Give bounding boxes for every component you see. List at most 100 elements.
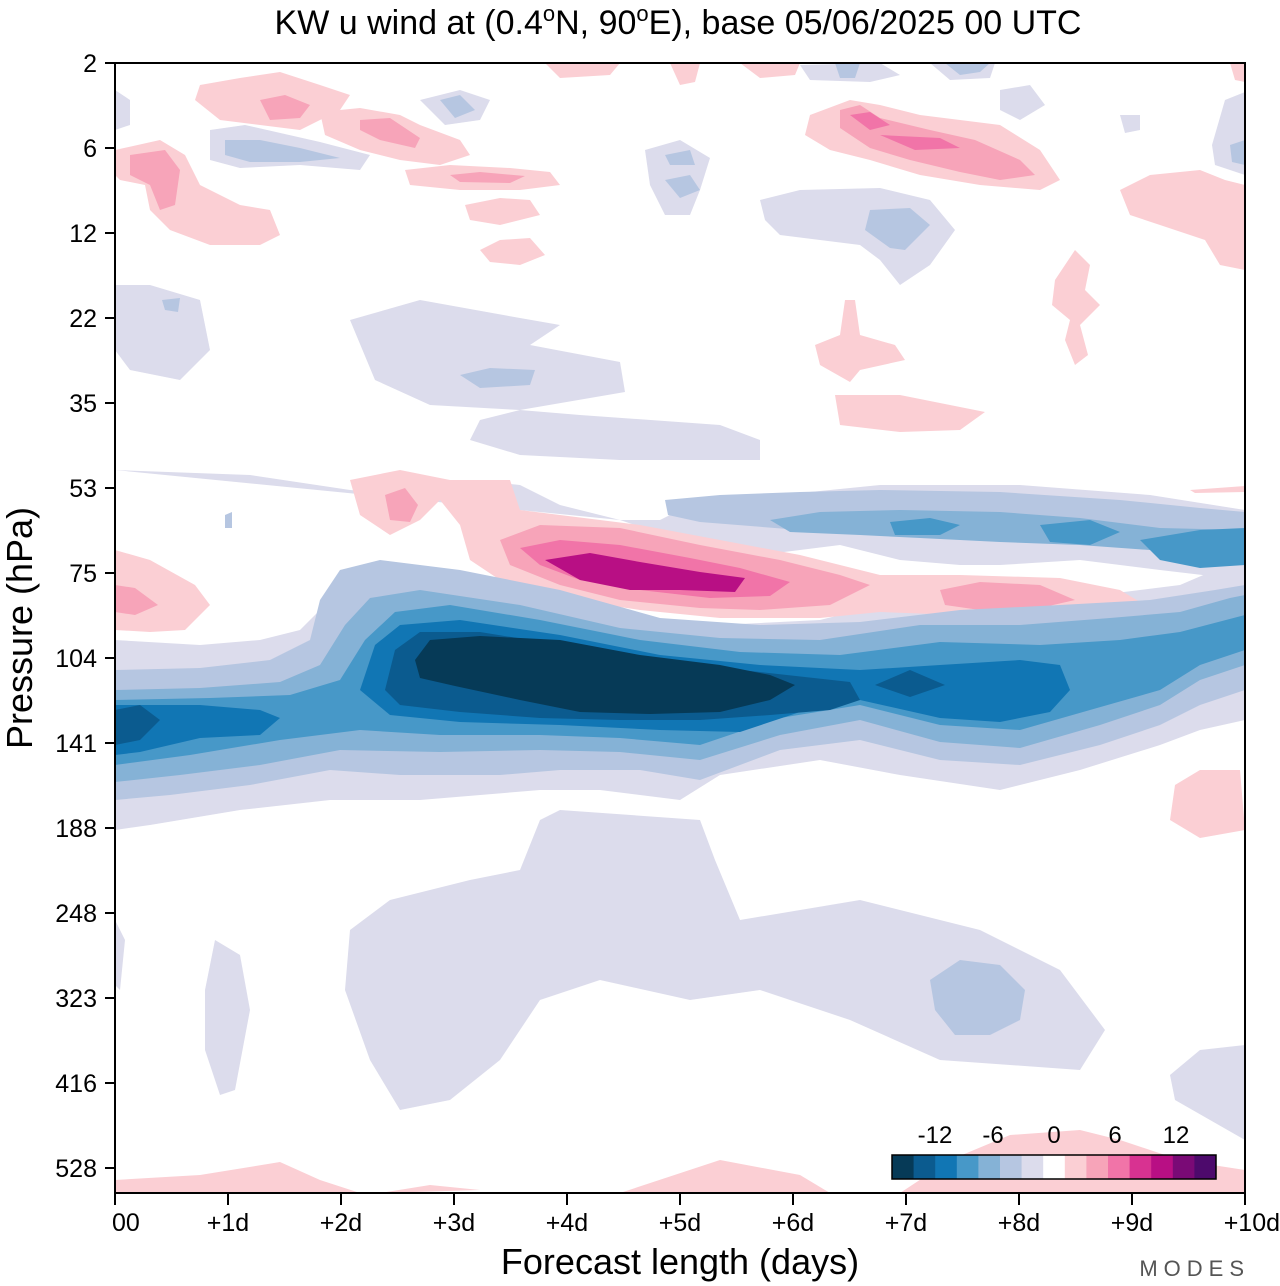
contour-mid-zero-gap (115, 495, 330, 590)
contour-east-6-mid-a (225, 512, 232, 528)
y-tick-label: 75 (69, 560, 97, 588)
modes-logo: MODES (1139, 1256, 1250, 1281)
y-tick-label: 22 (69, 305, 97, 333)
colorbar-swatch (1043, 1155, 1066, 1179)
y-tick-label: 104 (55, 645, 97, 673)
contour-east-6-up-f (440, 95, 475, 118)
colorbar-label: 12 (1163, 1122, 1190, 1149)
contour-westerly-upper-6c (130, 150, 180, 210)
contour-westerly-strato-c (1052, 250, 1100, 365)
contour-east-6-up-a (225, 140, 340, 162)
x-tick-label: +1d (207, 1209, 249, 1237)
contour-upper-left-easterly (115, 285, 210, 380)
colorbar-label: 6 (1108, 1122, 1121, 1149)
contour-lower-right-easterly (1170, 1045, 1245, 1140)
contour-westerly-left-6 (115, 585, 158, 615)
contour-east-9-band (770, 510, 1245, 560)
y-tick-label: 141 (55, 730, 97, 758)
colorbar-swatch (1151, 1155, 1174, 1179)
contour-east-6-up-d (665, 175, 700, 198)
contour-upper-stratosphere-easterly-2 (470, 410, 760, 460)
x-tick-label: +2d (320, 1209, 362, 1237)
colorbar-swatch (892, 1155, 915, 1179)
contour-east-6-up-h (945, 63, 990, 75)
x-tick-label: 00 (112, 1209, 140, 1237)
contour-westerly-upper-j (740, 63, 800, 78)
contour-east-12-band (890, 518, 960, 535)
x-axis-label: Forecast length (days) (501, 1241, 859, 1282)
contour-east-6-up-e (665, 150, 695, 165)
colorbar-swatch (956, 1155, 979, 1179)
colorbar-legend: -12 -6 0 6 12 (891, 1122, 1217, 1180)
contour-top-easterly-h (115, 90, 130, 130)
contour-east-6-low-a (930, 960, 1025, 1035)
contour-east-12-band-b (1040, 520, 1120, 545)
x-tick-label: +5d (659, 1209, 701, 1237)
x-tick-label: +4d (546, 1209, 588, 1237)
contour-upper-stratosphere-easterly (350, 300, 625, 410)
contour-westerly-upper-6a (260, 95, 310, 120)
chart-title: KW u wind at (0.4oN, 90oE), base 05/06/2… (275, 1, 1082, 42)
contour-westerly-upper-l (1230, 63, 1245, 82)
contour-westerly-jet-envelope (350, 470, 1140, 620)
plot-area (115, 63, 1245, 1193)
colorbar-label: -12 (918, 1122, 953, 1149)
contour-westerly-jet-6b (940, 582, 1075, 610)
y-tick-label: 2 (83, 50, 97, 78)
x-tick-label: +6d (772, 1209, 814, 1237)
contour-westerly-upper-e (465, 198, 540, 225)
colorbar-frame (891, 1154, 1217, 1180)
y-axis-label: Pressure (hPa) (0, 507, 40, 749)
contour-westerly-upper-f (480, 238, 545, 265)
x-tick-label: +8d (998, 1209, 1040, 1237)
contour-east-6-up-i (1230, 140, 1245, 165)
y-tick-label: 6 (83, 135, 97, 163)
x-tick-label: +9d (1111, 1209, 1153, 1237)
y-axis: 2 6 12 22 35 53 75 104 141 188 248 323 416 528 (55, 50, 115, 1183)
contour-lower-left-easterly (205, 940, 250, 1095)
x-tick-label: +10d (1224, 1209, 1280, 1237)
y-tick-label: 416 (55, 1070, 97, 1098)
contour-east-6-up-j (162, 298, 180, 312)
contour-east-18-right (875, 670, 945, 697)
contour-westerly-upper-9b (880, 135, 960, 150)
contour-westerly-upper-9a (850, 112, 890, 130)
y-tick-label: 323 (55, 985, 97, 1013)
contour-east-6-up-g (835, 63, 860, 78)
y-tick-label: 528 (55, 1155, 97, 1183)
contour-east-6-up-c (460, 368, 535, 388)
colorbar-swatch (1129, 1155, 1152, 1179)
contour-top-easterly-i (1120, 115, 1140, 133)
contour-westerly-surface-c (380, 1185, 480, 1193)
contour-westerly-strato-b (815, 300, 905, 382)
contour-top-easterly-e (1000, 85, 1045, 120)
y-tick-label: 188 (55, 815, 97, 843)
contour-westerly-jet-12 (545, 553, 745, 592)
colorbar-swatch (935, 1155, 958, 1179)
contour-east-6-up-b (865, 208, 930, 250)
contour-westerly-strato-a (835, 395, 985, 432)
contour-westerly-strato-d (1190, 486, 1245, 493)
contour-westerly-upper-h (1120, 170, 1245, 270)
colorbar-swatch (1086, 1155, 1109, 1179)
colorbar-label: -6 (982, 1122, 1003, 1149)
contour-westerly-small-6 (450, 172, 525, 183)
contour-east-18-left (115, 705, 160, 745)
x-axis: 00 +1d +2d +3d +4d +5d +6d +7d +8d +9d +10d (112, 1193, 1280, 1237)
y-tick-label: 53 (69, 475, 97, 503)
colorbar-swatch (978, 1155, 1001, 1179)
colorbar-swatch (1021, 1155, 1044, 1179)
colorbar-label: 0 (1047, 1122, 1060, 1149)
contour-westerly-surface-d (620, 1160, 830, 1193)
contour-westerly-right-low (1170, 770, 1245, 838)
contour-westerly-mid-6 (385, 488, 418, 522)
colorbar-swatch (1108, 1155, 1131, 1179)
contour-westerly-surface-a (115, 1162, 360, 1193)
contour-westerly-upper-i (670, 63, 700, 85)
y-tick-label: 35 (69, 390, 97, 418)
x-tick-label: +3d (433, 1209, 475, 1237)
contour-westerly-upper-6b (360, 118, 420, 148)
contour-east-21-core (415, 636, 795, 714)
contour-left-edge-easterly (115, 920, 125, 990)
